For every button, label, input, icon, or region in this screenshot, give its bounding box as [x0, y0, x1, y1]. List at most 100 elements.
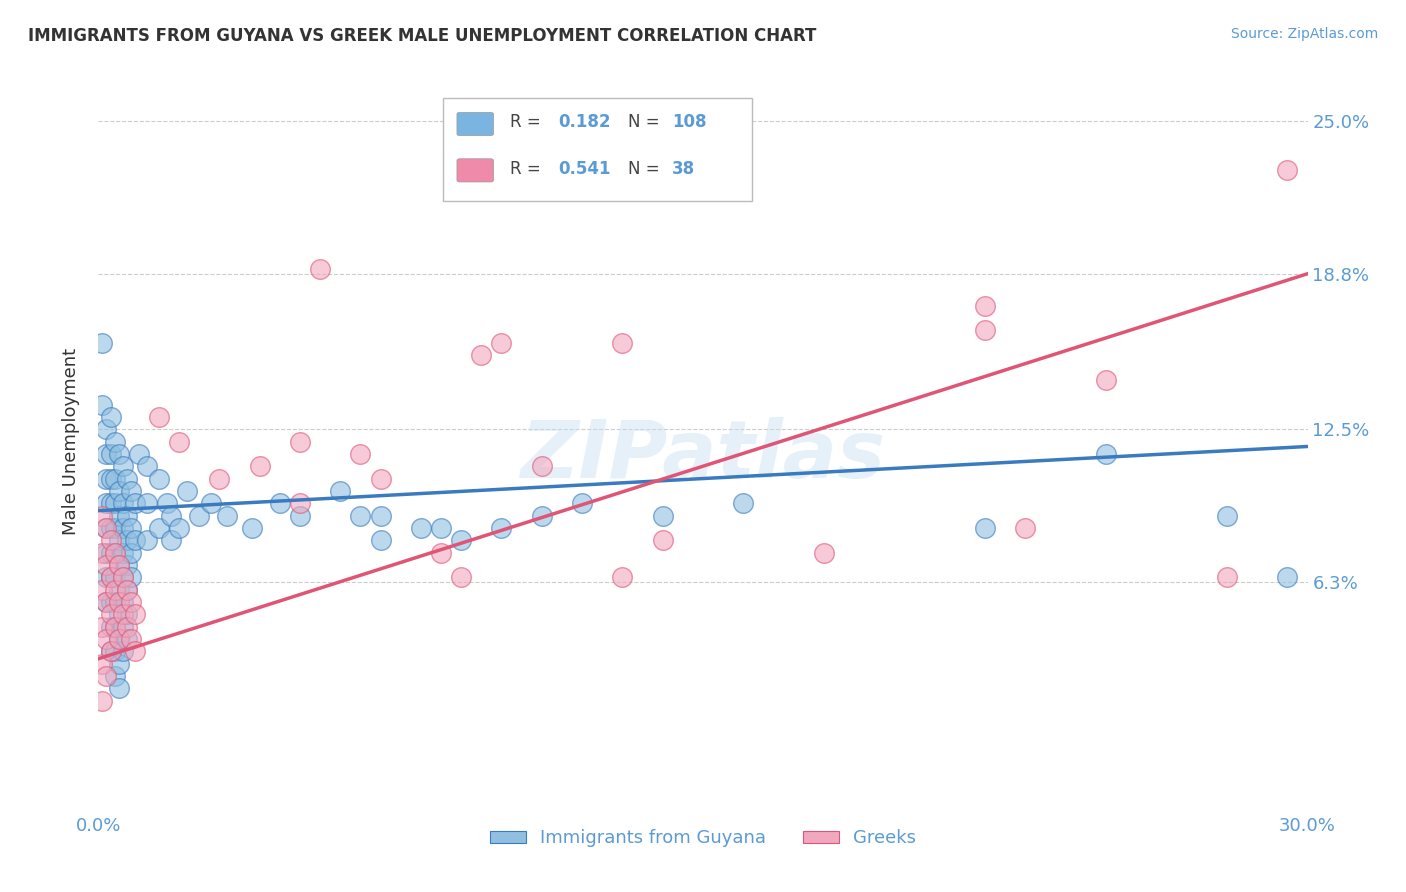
Point	[103, 620, 125, 634]
Point	[107, 558, 129, 572]
Point	[100, 472, 122, 486]
Point	[470, 348, 492, 362]
Text: R =: R =	[510, 113, 547, 131]
Point	[491, 335, 513, 350]
Point	[103, 496, 125, 510]
Point	[612, 335, 634, 350]
Point	[188, 508, 211, 523]
Point	[974, 324, 997, 338]
Point	[128, 447, 150, 461]
Point	[124, 496, 146, 510]
Point	[100, 607, 122, 622]
Point	[1277, 570, 1299, 584]
Point	[167, 521, 190, 535]
Point	[135, 533, 157, 548]
Point	[103, 570, 125, 584]
Point	[100, 496, 122, 510]
Point	[107, 508, 129, 523]
Point	[370, 533, 392, 548]
Point	[269, 496, 291, 510]
Point	[160, 533, 183, 548]
Point	[107, 657, 129, 671]
Point	[107, 483, 129, 498]
Point	[249, 459, 271, 474]
Point	[96, 521, 118, 535]
Point	[288, 496, 311, 510]
Point	[491, 521, 513, 535]
Point	[349, 508, 371, 523]
Point	[111, 607, 134, 622]
Point	[103, 644, 125, 658]
Text: ZIPatlas: ZIPatlas	[520, 417, 886, 495]
Point	[530, 459, 553, 474]
Point	[107, 607, 129, 622]
Point	[100, 644, 122, 658]
Point	[100, 620, 122, 634]
Point	[115, 582, 138, 597]
Point	[91, 398, 114, 412]
Point	[103, 521, 125, 535]
Point	[288, 508, 311, 523]
Point	[103, 620, 125, 634]
Point	[733, 496, 755, 510]
Point	[111, 644, 134, 658]
Point	[124, 533, 146, 548]
Point	[148, 521, 170, 535]
Point	[103, 669, 125, 683]
Legend: Immigrants from Guyana, Greeks: Immigrants from Guyana, Greeks	[482, 822, 924, 855]
Point	[107, 582, 129, 597]
Text: N =: N =	[628, 160, 665, 178]
Text: R =: R =	[510, 160, 547, 178]
Point	[120, 595, 142, 609]
Point	[450, 533, 472, 548]
Point	[349, 447, 371, 461]
Point	[91, 508, 114, 523]
Point	[135, 496, 157, 510]
Point	[135, 459, 157, 474]
Point	[1014, 521, 1036, 535]
Point	[96, 632, 118, 646]
Point	[370, 472, 392, 486]
Point	[107, 595, 129, 609]
Point	[100, 447, 122, 461]
Point	[96, 521, 118, 535]
Point	[1095, 373, 1118, 387]
Point	[450, 570, 472, 584]
Point	[571, 496, 593, 510]
Point	[111, 546, 134, 560]
Point	[974, 521, 997, 535]
Point	[96, 570, 118, 584]
Y-axis label: Male Unemployment: Male Unemployment	[62, 348, 80, 535]
Point	[107, 558, 129, 572]
Point	[96, 669, 118, 683]
Point	[115, 620, 138, 634]
Point	[96, 546, 118, 560]
Point	[120, 483, 142, 498]
Point	[96, 595, 118, 609]
Point	[103, 434, 125, 449]
Text: 0.182: 0.182	[558, 113, 610, 131]
Point	[208, 472, 231, 486]
Point	[111, 620, 134, 634]
Point	[103, 595, 125, 609]
Point	[167, 434, 190, 449]
Point	[115, 582, 138, 597]
Point	[111, 595, 134, 609]
Text: 38: 38	[672, 160, 695, 178]
Point	[148, 472, 170, 486]
Point	[1216, 508, 1239, 523]
Text: 0.541: 0.541	[558, 160, 610, 178]
Point	[115, 558, 138, 572]
Point	[100, 570, 122, 584]
Point	[107, 533, 129, 548]
Point	[329, 483, 352, 498]
Point	[115, 632, 138, 646]
Point	[111, 521, 134, 535]
Text: N =: N =	[628, 113, 665, 131]
Point	[96, 472, 118, 486]
Point	[111, 570, 134, 584]
Point	[1277, 163, 1299, 178]
Point	[370, 508, 392, 523]
Point	[91, 582, 114, 597]
Point	[103, 546, 125, 560]
